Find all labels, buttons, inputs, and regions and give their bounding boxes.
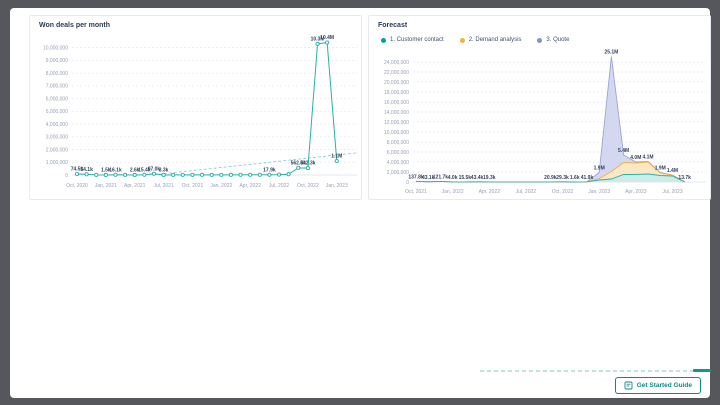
legend-item-customer-contact[interactable]: 1. Customer contact [381,37,444,43]
svg-text:25.1M: 25.1M [604,50,618,56]
svg-text:43.1k: 43.1k [422,175,435,181]
svg-text:17.9k: 17.9k [263,168,276,174]
bottom-accent-solid-line [693,369,711,372]
svg-text:5.4M: 5.4M [618,148,629,154]
guide-book-icon [624,381,633,390]
svg-text:Oct, 2021: Oct, 2021 [182,183,204,189]
svg-text:19.3k: 19.3k [483,175,496,181]
svg-text:Jan, 2022: Jan, 2022 [210,183,232,189]
svg-text:10.3M: 10.3M [311,37,325,43]
forecast-legend: 1. Customer contact 2. Demand analysis 3… [369,32,710,46]
svg-text:1.6k: 1.6k [570,175,580,181]
svg-text:4,000,000: 4,000,000 [46,122,68,128]
get-started-guide-label: Get Started Guide [636,382,692,389]
svg-text:Jul, 2022: Jul, 2022 [269,183,290,189]
svg-text:74.5k: 74.5k [71,167,84,173]
svg-text:4,000,000: 4,000,000 [387,160,409,166]
svg-text:29.3k: 29.3k [556,175,569,181]
svg-text:1,000,000: 1,000,000 [46,160,68,166]
won-deals-chart[interactable]: 0 1,000,000 2,000,000 3,000,000 4,000,000 5,0… [30,32,361,196]
svg-text:13.7k: 13.7k [678,175,691,181]
svg-text:43.4k: 43.4k [471,175,484,181]
svg-text:54.1k: 54.1k [80,167,93,173]
legend-label: 2. Demand analysis [468,37,522,44]
svg-text:4.0M: 4.0M [630,155,641,161]
won-deals-chart-title: Won deals per month [39,22,111,29]
forecast-chart[interactable]: 0 2,000,000 4,000,000 6,000,000 8,000,000 10,… [369,46,710,201]
svg-text:Jan, 2023: Jan, 2023 [326,183,348,189]
svg-text:15.5k: 15.5k [459,175,472,181]
svg-text:12,000,000: 12,000,000 [384,120,409,126]
svg-text:137.8k: 137.8k [408,175,424,181]
svg-text:Apr, 2023: Apr, 2023 [625,189,647,195]
svg-text:7,000,000: 7,000,000 [46,84,68,90]
svg-text:8,000,000: 8,000,000 [46,71,68,77]
svg-text:10.4M: 10.4M [320,35,334,41]
svg-text:Oct, 2022: Oct, 2022 [297,183,319,189]
svg-text:20,000,000: 20,000,000 [384,80,409,86]
svg-text:562.4k: 562.4k [291,161,307,167]
svg-text:121.7k: 121.7k [433,175,449,181]
legend-label: 1. Customer contact [390,37,444,44]
get-started-guide-button[interactable]: Get Started Guide [614,377,701,394]
demand-analysis-dot-icon [459,37,465,43]
svg-text:6,000,000: 6,000,000 [387,150,409,156]
svg-text:1.5k: 1.5k [101,168,111,174]
svg-text:97.0k: 97.0k [148,167,161,173]
bottom-accent-dashed-line [480,370,693,372]
svg-text:0: 0 [406,180,409,186]
svg-text:1.4M: 1.4M [667,168,678,174]
svg-text:3.3k: 3.3k [159,168,169,174]
svg-text:14,000,000: 14,000,000 [384,110,409,116]
svg-text:Oct, 2020: Oct, 2020 [66,183,88,189]
svg-text:18,000,000: 18,000,000 [384,90,409,96]
svg-text:1.9M: 1.9M [594,166,605,172]
svg-text:8,000,000: 8,000,000 [387,140,409,146]
svg-text:24,000,000: 24,000,000 [384,60,409,66]
svg-text:16.1k: 16.1k [109,168,122,174]
svg-text:4.1M: 4.1M [642,155,653,161]
won-deals-chart-card: Won deals per month 0 1,000,000 2,000,000 3… [29,15,362,200]
svg-text:0: 0 [65,173,68,179]
svg-text:Apr, 2021: Apr, 2021 [124,183,146,189]
svg-text:Jan, 2023: Jan, 2023 [588,189,610,195]
svg-text:22,000,000: 22,000,000 [384,70,409,76]
svg-text:542.3k: 542.3k [300,161,316,167]
dashboard-page: Won deals per month 0 1,000,000 2,000,000 3… [10,8,711,398]
svg-text:2.6k: 2.6k [130,168,140,174]
legend-item-demand-analysis[interactable]: 2. Demand analysis [459,37,522,44]
forecast-chart-card: Forecast 1. Customer contact 2. Demand a… [368,15,711,200]
svg-text:10,000,000: 10,000,000 [43,46,68,52]
svg-text:5,000,000: 5,000,000 [46,110,68,116]
svg-text:9,000,000: 9,000,000 [46,59,68,65]
svg-text:Jan, 2022: Jan, 2022 [442,189,464,195]
svg-text:Jan, 2021: Jan, 2021 [95,183,117,189]
svg-text:6,000,000: 6,000,000 [46,97,68,103]
svg-text:2,000,000: 2,000,000 [387,170,409,176]
svg-text:Jul, 2021: Jul, 2021 [153,183,174,189]
svg-text:41.9k: 41.9k [581,175,594,181]
svg-text:Jul, 2023: Jul, 2023 [662,189,683,195]
svg-text:4.0k: 4.0k [448,175,458,181]
legend-label: 3. Quote [546,37,570,44]
forecast-chart-title: Forecast [378,22,408,29]
legend-item-quote[interactable]: 3. Quote [537,37,569,43]
svg-text:3,000,000: 3,000,000 [46,135,68,141]
svg-text:Apr, 2022: Apr, 2022 [479,189,501,195]
svg-text:1.1M: 1.1M [331,154,342,160]
svg-text:15.4k: 15.4k [138,168,151,174]
svg-text:2,000,000: 2,000,000 [46,148,68,154]
customer-contact-dot-icon [381,37,386,43]
svg-text:Apr, 2022: Apr, 2022 [239,183,261,189]
svg-text:20.9k: 20.9k [544,175,557,181]
svg-text:Jul, 2022: Jul, 2022 [516,189,537,195]
svg-text:Oct, 2022: Oct, 2022 [552,189,574,195]
svg-text:10,000,000: 10,000,000 [384,130,409,136]
svg-text:1.9M: 1.9M [655,166,666,172]
svg-text:Oct, 2021: Oct, 2021 [405,189,427,195]
quote-dot-icon [537,37,543,43]
svg-text:16,000,000: 16,000,000 [384,100,409,106]
